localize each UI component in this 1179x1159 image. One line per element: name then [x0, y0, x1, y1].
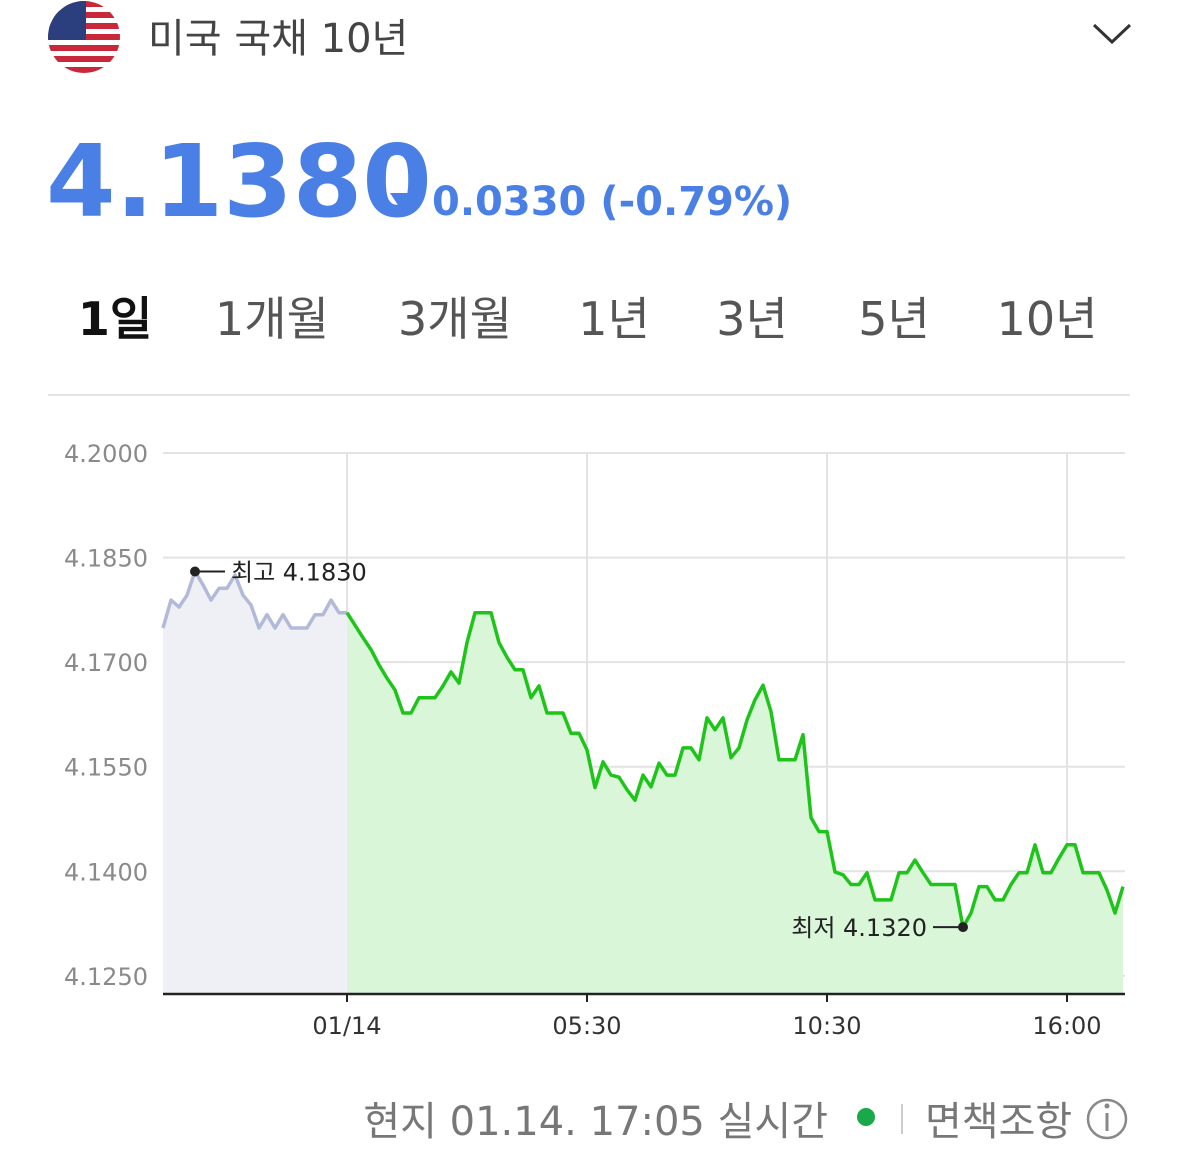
y-tick-label: 4.1850 [64, 545, 148, 573]
x-tick-label: 01/14 [312, 1012, 381, 1040]
info-icon[interactable] [1086, 1098, 1128, 1140]
tab[interactable]: 10년 [997, 292, 1098, 346]
price: 4.1380 [46, 123, 432, 240]
x-tick-label: 10:30 [792, 1012, 861, 1040]
y-tick-label: 4.2000 [64, 440, 148, 468]
status: 현지 01.14. 17:05 실시간 [363, 1099, 828, 1145]
annotation-label: 최고 4.1830 [231, 559, 367, 587]
y-tick-label: 4.1250 [64, 963, 148, 991]
tab[interactable]: 1년 [578, 292, 650, 346]
x-tick-label: 16:00 [1032, 1012, 1101, 1040]
area [163, 571, 347, 994]
live-dot [857, 1108, 875, 1126]
change: 0.0330 (-0.79%) [432, 179, 792, 225]
disclaimer[interactable]: 면책조항 [925, 1099, 1072, 1145]
y-tick-label: 4.1400 [64, 858, 148, 886]
y-tick-label: 4.1550 [64, 754, 148, 782]
annotation-dot [958, 922, 968, 933]
down-arrow [390, 193, 410, 208]
tab[interactable]: 1일 [78, 292, 152, 346]
tab[interactable]: 3년 [716, 292, 788, 346]
y-tick-label: 4.1700 [64, 649, 148, 677]
tab[interactable]: 5년 [858, 292, 930, 346]
annotation-dot [190, 566, 200, 577]
tab[interactable]: 3개월 [398, 292, 512, 346]
x-tick-label: 05:30 [552, 1012, 621, 1040]
area [347, 612, 1123, 994]
line [345, 610, 1125, 929]
annotation-label: 최저 4.1320 [791, 914, 927, 942]
us-flag [48, 1, 120, 73]
title: 미국 국채 10년 [148, 16, 408, 62]
tab[interactable]: 1개월 [215, 292, 329, 346]
dropdown-chevron[interactable] [1092, 23, 1132, 45]
